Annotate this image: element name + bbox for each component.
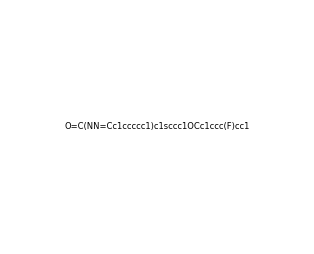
Text: O=C(NN=Cc1ccccc1)c1sccc1OCc1ccc(F)cc1: O=C(NN=Cc1ccccc1)c1sccc1OCc1ccc(F)cc1 [64,122,250,132]
